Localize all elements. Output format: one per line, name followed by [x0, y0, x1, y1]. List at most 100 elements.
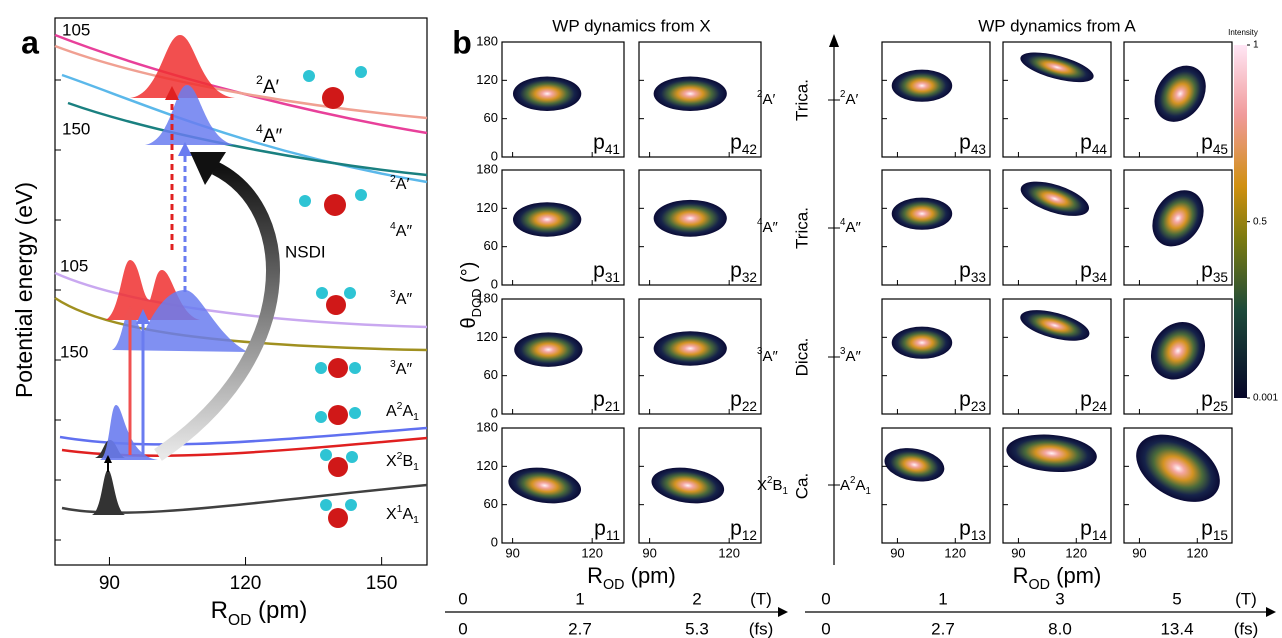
state-label: X2B1	[757, 475, 788, 497]
heatmap-frame	[638, 427, 762, 544]
heatmap-frame	[1123, 298, 1233, 415]
superscript: 4	[840, 217, 846, 228]
panel-id: p35	[1201, 259, 1228, 286]
x-tick-label: 120	[1186, 545, 1208, 560]
panel-id: p15	[1201, 517, 1228, 544]
molecule	[320, 449, 358, 477]
text-part: R	[211, 597, 228, 624]
wavepacket-density	[653, 331, 727, 366]
arrowhead	[190, 152, 226, 185]
heatmap-frame	[881, 169, 991, 286]
curve	[59, 426, 428, 446]
colorbar-tick-label: 0.5	[1253, 216, 1267, 227]
time-label: 5	[1172, 589, 1181, 608]
superscript: 2	[256, 73, 263, 87]
panel-id: p33	[959, 259, 986, 286]
state-label: 2A′	[390, 174, 409, 193]
subscript: OD	[228, 612, 251, 629]
wavepacket-density	[1020, 52, 1094, 83]
y-tick-label: 60	[484, 110, 498, 125]
text-part: A″	[396, 223, 413, 240]
heatmap-frame	[501, 298, 625, 415]
panel-id: p11	[594, 517, 620, 544]
text-part: A″	[396, 361, 413, 378]
text-part: p	[959, 517, 971, 540]
text-part: p	[959, 259, 971, 282]
text-part: p	[730, 131, 742, 154]
curve	[54, 33, 428, 135]
subscript: 11	[606, 528, 620, 543]
subscript: 1	[413, 515, 419, 526]
heatmap-frame	[881, 298, 991, 415]
text-part: A	[386, 403, 397, 420]
y-tick-label: 60	[484, 238, 498, 253]
superscript: 3	[840, 346, 845, 357]
time-label: 1	[938, 589, 947, 608]
y-tick-label: 180	[476, 290, 498, 305]
y-tick-label: 0	[491, 405, 498, 420]
subscript: 24	[1092, 399, 1108, 414]
subscript: 34	[1092, 270, 1108, 285]
superscript: 2	[397, 451, 403, 462]
group-label: Dica.	[792, 338, 811, 377]
subscript: 25	[1213, 399, 1229, 414]
text-part: X	[386, 453, 397, 470]
text-part: X	[386, 506, 397, 523]
heatmap-frame	[638, 41, 762, 158]
subscript: 45	[1213, 142, 1229, 157]
wavepacket-density	[1020, 181, 1090, 216]
superscript: 1	[397, 504, 403, 515]
group-label: Trica.	[792, 207, 811, 249]
panel-id: p23	[959, 388, 986, 415]
colorbar	[1234, 45, 1247, 398]
state-label: X1A1	[386, 504, 419, 526]
state-label: 3A″	[840, 346, 861, 365]
wavepacket-density	[1154, 65, 1206, 122]
text-part: θ	[458, 317, 480, 328]
superscript: 2	[390, 174, 396, 185]
panel-id: p14	[1080, 517, 1107, 544]
state-label: 2A′	[757, 89, 775, 108]
molecule	[315, 358, 361, 378]
state-label: 4A″	[390, 221, 412, 240]
time-label: 2.7	[931, 619, 955, 638]
subscript: 23	[971, 399, 986, 414]
text-part: p	[730, 259, 742, 282]
subscript: 31	[605, 270, 620, 285]
grid-title: WP dynamics from A	[978, 16, 1136, 35]
nsdi-arrow	[154, 161, 280, 461]
subscript: 1	[413, 412, 419, 423]
y-tick-label: 0	[491, 276, 498, 291]
arrow-label: NSDI	[285, 242, 326, 261]
time-label: 0	[821, 619, 830, 638]
subscript: 21	[605, 399, 620, 414]
heatmap-frame	[881, 41, 991, 158]
time-unit: (T)	[750, 589, 772, 608]
superscript: 3	[390, 359, 396, 370]
wavepacket-density	[1152, 190, 1204, 247]
panel-id: p13	[959, 517, 986, 544]
molecule	[299, 189, 367, 216]
x-tick-label: 120	[1065, 545, 1087, 560]
wavepacket-density	[508, 467, 582, 504]
molecule	[316, 287, 356, 315]
state-label: 4A″	[757, 217, 778, 236]
text-part: R	[1013, 563, 1029, 588]
time-label: 13.4	[1160, 619, 1193, 638]
state-axis	[828, 34, 840, 565]
panel-id: p12	[730, 517, 757, 544]
plot-frame	[54, 17, 428, 566]
wavepacket-density	[653, 76, 727, 111]
wavepacket	[112, 290, 248, 352]
subscript: 35	[1213, 270, 1229, 285]
time-unit: (T)	[1235, 589, 1257, 608]
y-tick-label: 120	[476, 458, 498, 473]
panel-label: b	[452, 24, 472, 60]
text-part: p	[959, 388, 971, 411]
wavepacket-density	[891, 326, 953, 359]
state-label: 4A″	[840, 217, 861, 236]
group-label: Trica.	[792, 79, 811, 121]
panel-id: p31	[593, 259, 620, 286]
state-label: 4A″	[256, 122, 283, 147]
panel-label: a	[21, 24, 39, 60]
